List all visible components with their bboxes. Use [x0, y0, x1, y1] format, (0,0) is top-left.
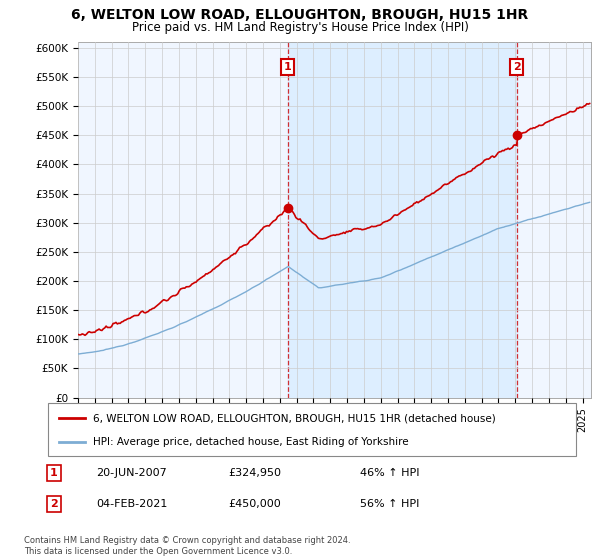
Text: 20-JUN-2007: 20-JUN-2007	[96, 468, 167, 478]
Text: 1: 1	[50, 468, 58, 478]
FancyBboxPatch shape	[48, 403, 576, 456]
Text: 56% ↑ HPI: 56% ↑ HPI	[360, 499, 419, 509]
Text: £450,000: £450,000	[228, 499, 281, 509]
Text: 6, WELTON LOW ROAD, ELLOUGHTON, BROUGH, HU15 1HR: 6, WELTON LOW ROAD, ELLOUGHTON, BROUGH, …	[71, 8, 529, 22]
Text: £324,950: £324,950	[228, 468, 281, 478]
Text: Contains HM Land Registry data © Crown copyright and database right 2024.
This d: Contains HM Land Registry data © Crown c…	[24, 536, 350, 556]
Bar	[288, 42, 517, 398]
Text: 46% ↑ HPI: 46% ↑ HPI	[360, 468, 419, 478]
Text: 6, WELTON LOW ROAD, ELLOUGHTON, BROUGH, HU15 1HR (detached house): 6, WELTON LOW ROAD, ELLOUGHTON, BROUGH, …	[93, 413, 496, 423]
Text: 04-FEB-2021: 04-FEB-2021	[96, 499, 167, 509]
Text: Price paid vs. HM Land Registry's House Price Index (HPI): Price paid vs. HM Land Registry's House …	[131, 21, 469, 34]
Text: 1: 1	[284, 62, 292, 72]
Text: HPI: Average price, detached house, East Riding of Yorkshire: HPI: Average price, detached house, East…	[93, 436, 409, 446]
Text: 2: 2	[50, 499, 58, 509]
Text: 2: 2	[513, 62, 521, 72]
